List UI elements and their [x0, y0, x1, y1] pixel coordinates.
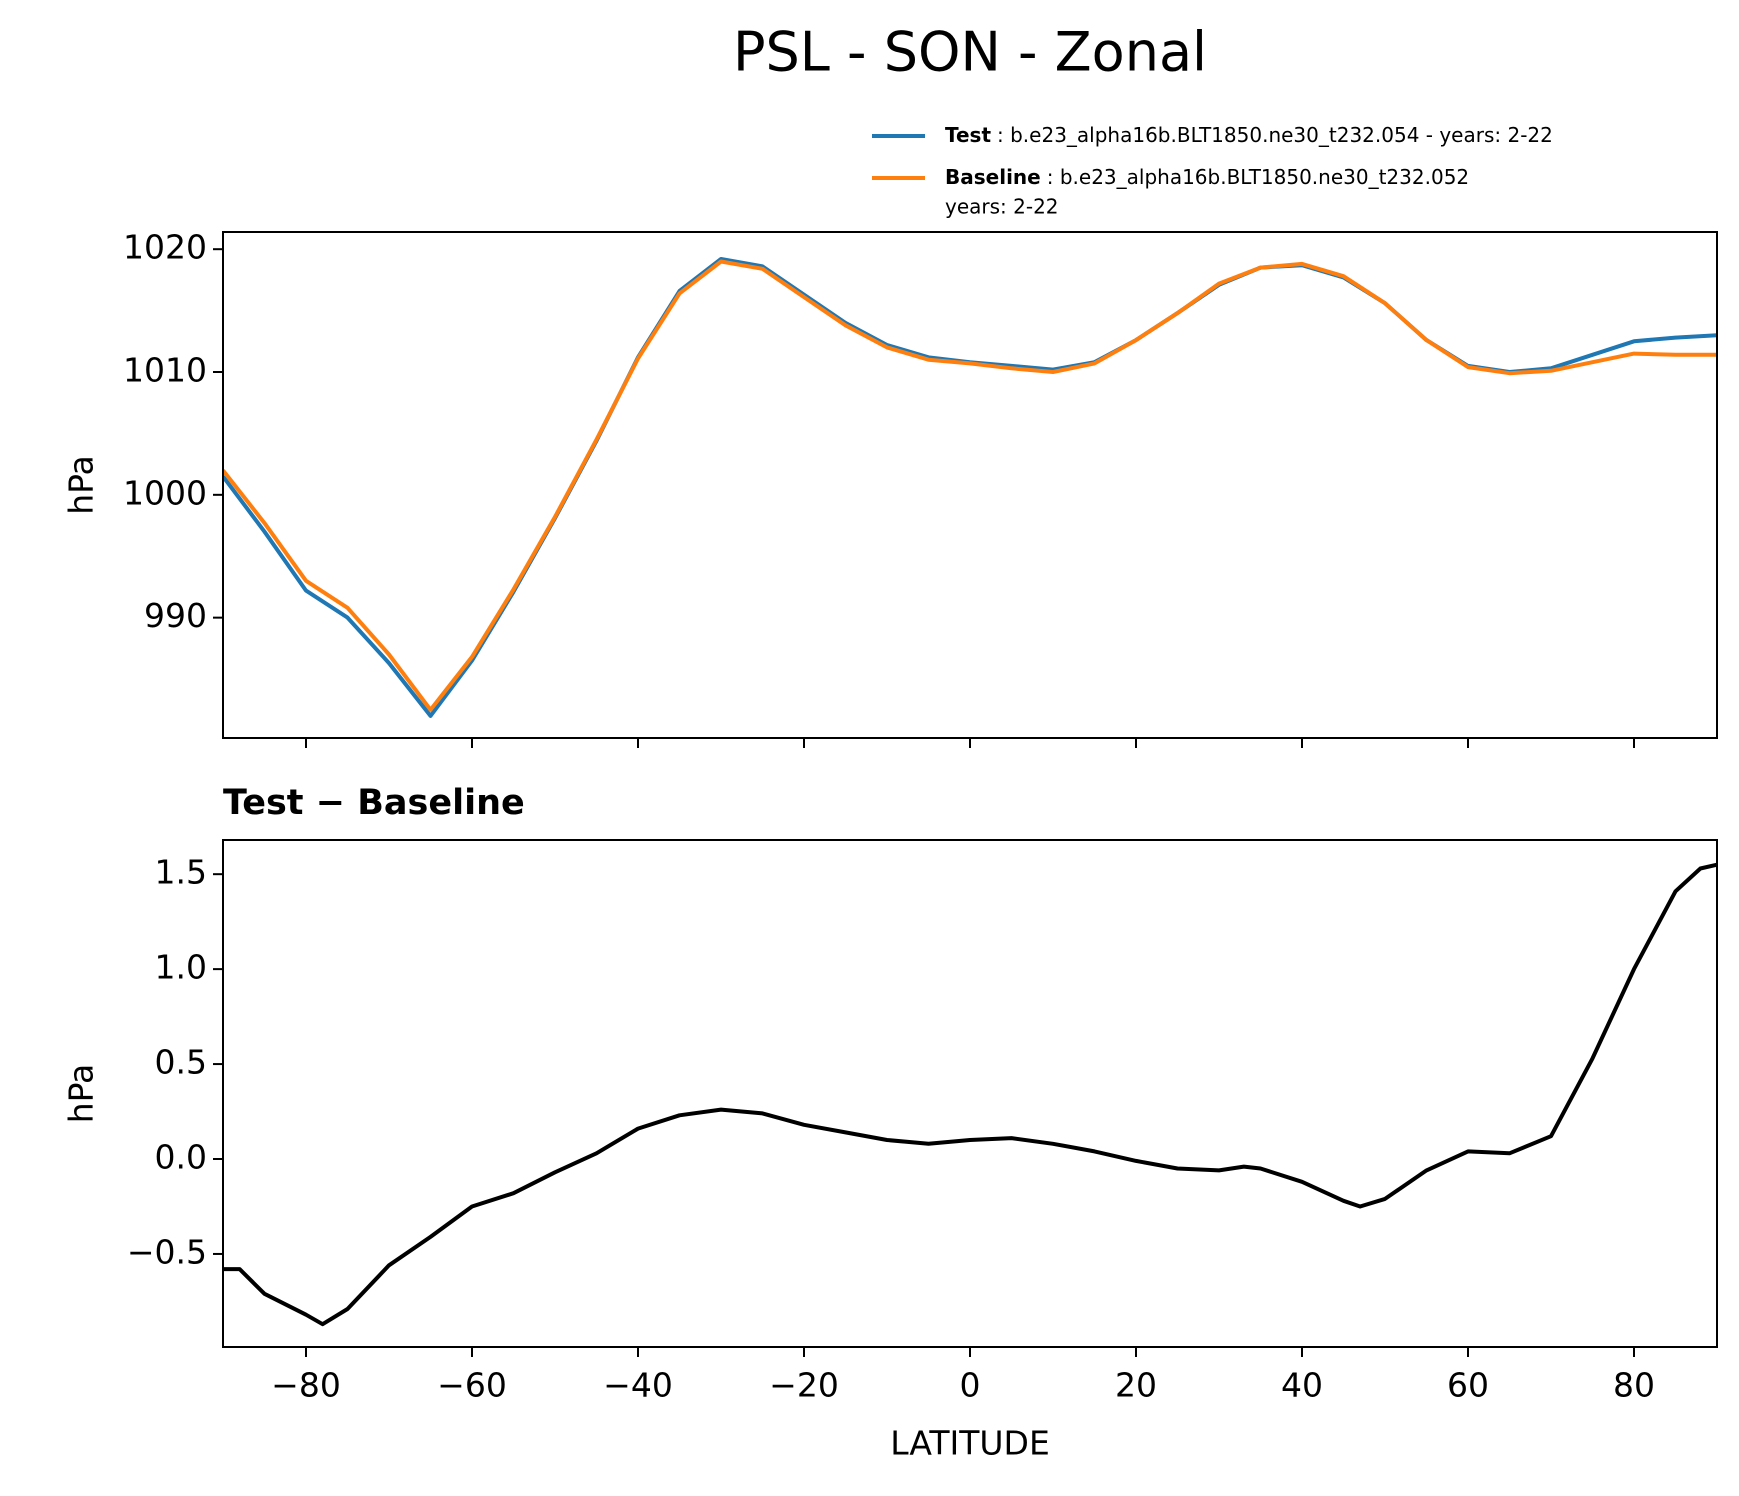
x-tick-label: −80 [271, 1366, 341, 1405]
legend-label: Baseline: b.e23_alpha16b.BLT1850.ne30_t2… [945, 165, 1469, 189]
subplot-title: Test − Baseline [223, 783, 525, 823]
legend-label: Test: b.e23_alpha16b.BLT1850.ne30_t232.0… [945, 123, 1553, 147]
data-line [223, 257, 1717, 718]
y-tick-label: 0.5 [155, 1043, 207, 1082]
y-axis-label: hPa [62, 455, 101, 515]
x-tick-label: 0 [960, 1366, 981, 1405]
x-tick-label: −40 [603, 1366, 673, 1405]
y-axis-label: hPa [62, 1064, 101, 1124]
x-axis-label: LATITUDE [890, 1424, 1050, 1463]
y-tick-label: −0.5 [127, 1232, 207, 1271]
x-tick-label: 40 [1281, 1366, 1323, 1405]
y-tick-label: 990 [144, 596, 207, 635]
data-line [223, 259, 1717, 712]
x-tick-label: −60 [437, 1366, 507, 1405]
y-tick-label: 1000 [123, 473, 207, 512]
legend-description: years: 2-22 [945, 195, 1059, 219]
axes-frame [222, 839, 1718, 1348]
y-tick-label: 0.0 [155, 1138, 207, 1177]
figure-title: PSL - SON - Zonal [733, 21, 1207, 84]
legend-name: Test [945, 123, 991, 147]
data-line [223, 862, 1717, 1327]
x-tick-label: −20 [769, 1366, 839, 1405]
x-tick-label: 60 [1447, 1366, 1489, 1405]
legend-description: : b.e23_alpha16b.BLT1850.ne30_t232.054 -… [997, 123, 1553, 147]
axes-frame [222, 231, 1718, 739]
y-tick-label: 1.0 [155, 948, 207, 987]
legend-name: Baseline [945, 165, 1041, 189]
x-tick-label: 20 [1115, 1366, 1157, 1405]
y-tick-label: 1.5 [155, 853, 207, 892]
legend-description: : b.e23_alpha16b.BLT1850.ne30_t232.052 [1047, 165, 1469, 189]
y-tick-label: 1010 [123, 351, 207, 390]
x-tick-label: 80 [1613, 1366, 1655, 1405]
y-tick-label: 1020 [123, 228, 207, 267]
